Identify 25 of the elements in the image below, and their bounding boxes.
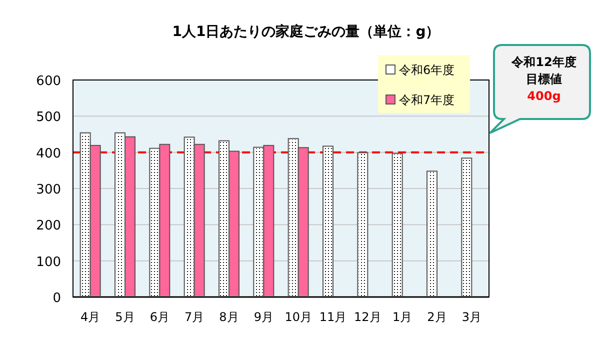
legend-label: 令和7年度: [399, 93, 455, 107]
y-tick-label: 300: [36, 182, 61, 198]
x-tick-label: 10月: [284, 310, 312, 324]
x-tick-label: 3月: [462, 310, 482, 324]
y-tick-label: 500: [36, 110, 61, 126]
x-tick-label: 8月: [219, 310, 239, 324]
y-tick-label: 200: [36, 218, 61, 234]
y-tick-label: 400: [36, 146, 61, 162]
text: 令和12年度: [510, 55, 576, 69]
legend-label: 令和6年度: [399, 63, 455, 77]
y-tick-label: 0: [52, 291, 61, 306]
text: 400g: [527, 89, 561, 103]
x-tick-label: 2月: [427, 310, 447, 324]
text: 目標値: [526, 72, 562, 86]
x-tick-label: 4月: [80, 310, 100, 324]
x-tick-label: 7月: [184, 310, 204, 324]
y-tick-label: 100: [36, 254, 61, 270]
x-tick-label: 6月: [150, 310, 170, 324]
x-tick-label: 12月: [354, 310, 382, 324]
chart-title: 1人1日あたりの家庭ごみの量（単位：g）: [172, 23, 440, 40]
x-tick-label: 5月: [115, 310, 135, 324]
y-tick-label: 600: [36, 74, 61, 89]
x-tick-label: 1月: [392, 310, 412, 324]
x-tick-label: 9月: [254, 310, 274, 324]
x-tick-label: 11月: [319, 310, 347, 324]
